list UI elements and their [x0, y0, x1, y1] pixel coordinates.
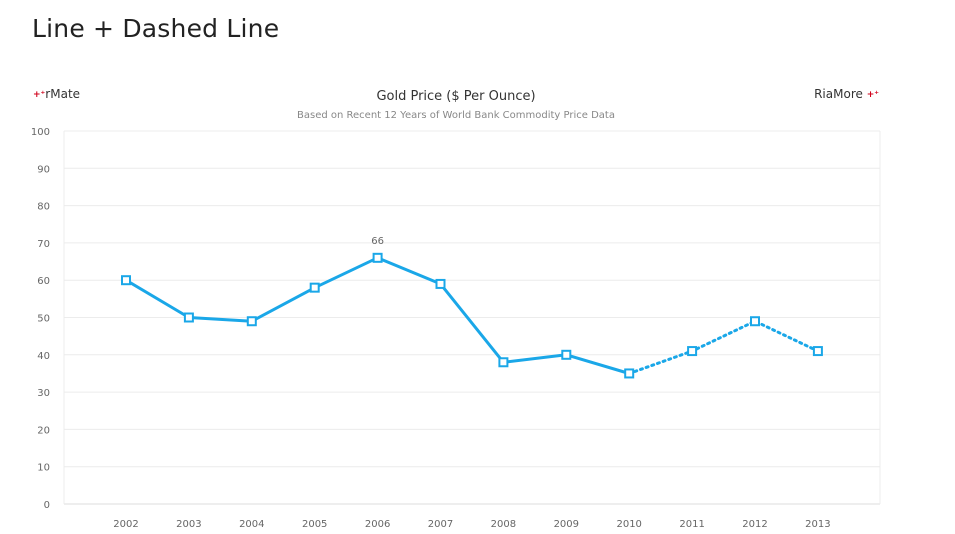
y-tick-label: 40	[37, 351, 50, 362]
y-tick-label: 30	[37, 388, 50, 399]
y-tick-label: 60	[37, 276, 50, 287]
brand-left-label: rMate	[45, 87, 81, 101]
plus-icon: +⁺	[866, 90, 879, 100]
x-tick-label: 2004	[239, 519, 264, 530]
data-point-marker	[561, 349, 572, 360]
axes	[63, 131, 881, 505]
y-tick-label: 0	[44, 500, 50, 511]
x-tick-label: 2006	[365, 519, 390, 530]
y-tick-label: 100	[31, 127, 50, 138]
brand-right-logo: RiaMore +⁺	[814, 87, 879, 101]
y-tick-label: 70	[37, 239, 50, 250]
chart-subtitle: Based on Recent 12 Years of World Bank C…	[297, 110, 615, 121]
x-tick-label: 2005	[302, 519, 327, 530]
x-tick-label: 2003	[176, 519, 201, 530]
data-point-marker	[246, 316, 257, 327]
series-line-dashed	[627, 319, 820, 375]
data-point-marker	[435, 278, 446, 289]
y-axis-ticks: 0 10 20 30 40 50 60 70 80 90 100	[31, 127, 50, 511]
x-tick-label: 2010	[616, 519, 641, 530]
brand-right-label: RiaMore	[814, 87, 863, 101]
y-tick-label: 50	[37, 314, 50, 325]
data-point-marker	[372, 252, 383, 263]
y-tick-label: 80	[37, 202, 50, 213]
series-markers	[121, 252, 823, 379]
data-point-marker	[750, 316, 760, 327]
data-point-marker	[687, 346, 698, 357]
data-point-marker	[498, 357, 509, 368]
series-lines	[124, 256, 820, 375]
y-tick-label: 10	[37, 463, 50, 474]
data-labels: 66	[371, 236, 384, 247]
series-line-solid	[124, 256, 631, 375]
x-tick-label: 2013	[805, 519, 830, 530]
page-title: Line + Dashed Line	[32, 14, 280, 43]
y-tick-label: 90	[37, 164, 50, 175]
x-tick-label: 2009	[554, 519, 579, 530]
x-axis-ticks: 2002 2003 2004 2005 2006 2007 2008 2009 2010 2011…	[113, 519, 830, 530]
x-tick-label: 2007	[428, 519, 453, 530]
x-tick-label: 2008	[491, 519, 516, 530]
data-point-marker	[624, 368, 635, 379]
chart-title: Gold Price ($ Per Ounce)	[376, 89, 536, 104]
x-tick-label: 2002	[113, 519, 138, 530]
data-label: 66	[371, 236, 384, 247]
plus-icon: +⁺	[33, 90, 46, 100]
data-point-marker	[121, 275, 131, 286]
gridlines	[64, 130, 880, 468]
data-point-marker	[309, 282, 320, 293]
brand-left-logo: +⁺rMate	[33, 87, 80, 101]
data-point-marker	[183, 312, 194, 323]
y-tick-label: 20	[37, 425, 50, 436]
x-tick-label: 2012	[742, 519, 767, 530]
x-tick-label: 2011	[679, 519, 704, 530]
data-point-marker	[812, 346, 823, 357]
